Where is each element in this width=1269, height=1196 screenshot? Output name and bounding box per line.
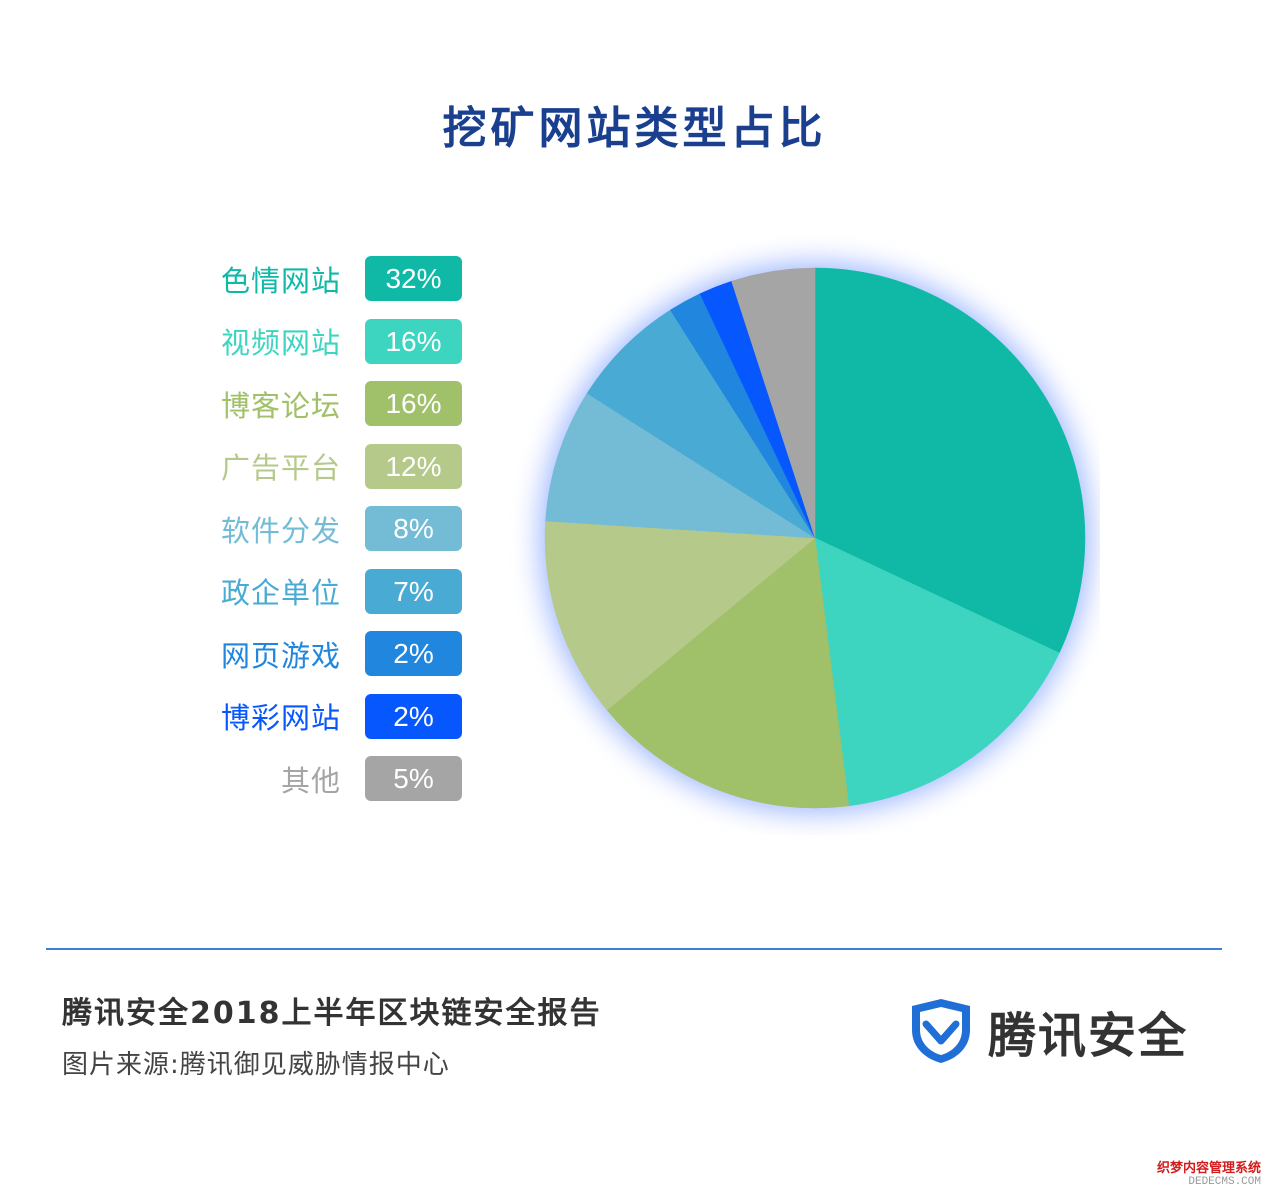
pie-slice xyxy=(731,267,816,539)
watermark: 织梦内容管理系统 DEDECMS.COM xyxy=(1156,1160,1261,1188)
legend-value-badge: 32% xyxy=(365,256,462,301)
legend-item: 色情网站 32% xyxy=(180,256,462,301)
legend-label: 广告平台 xyxy=(220,451,341,485)
pie-slice xyxy=(544,520,816,711)
legend-value-badge: 7% xyxy=(365,568,462,614)
shield-check-icon xyxy=(912,999,970,1063)
legend-item: 网页游戏 2% xyxy=(180,631,462,676)
legend-label: 软件分发 xyxy=(220,513,341,548)
image-source: 图片来源:腾讯御见威胁情报中心 xyxy=(62,1050,450,1080)
legend-label: 视频网站 xyxy=(220,326,341,360)
brand: 腾讯安全 xyxy=(908,996,1188,1066)
legend-item: 政企单位 7% xyxy=(180,568,462,614)
legend-value-badge: 2% xyxy=(365,693,462,739)
legend-value-badge: 2% xyxy=(365,631,462,676)
legend-label: 网页游戏 xyxy=(220,638,341,673)
report-title: 腾讯安全2018上半年区块链安全报告 xyxy=(62,996,602,1031)
pie-chart xyxy=(540,263,1090,813)
legend-item: 广告平台 12% xyxy=(180,443,462,489)
legend-value-badge: 16% xyxy=(365,318,462,364)
legend-item: 其他 5% xyxy=(180,756,462,801)
footer-divider xyxy=(46,948,1222,950)
legend-item: 博客论坛 16% xyxy=(180,381,462,426)
pie-slice xyxy=(814,537,1060,807)
watermark-cn: 织梦内容管理系统 xyxy=(1156,1160,1261,1176)
pie-slice xyxy=(586,309,816,539)
legend-value-badge: 8% xyxy=(365,506,462,551)
legend-label: 其他 xyxy=(280,763,341,798)
brand-name: 腾讯安全 xyxy=(988,1008,1189,1064)
legend-label: 色情网站 xyxy=(220,263,341,298)
legend-item: 博彩网站 2% xyxy=(180,693,462,739)
legend-item: 软件分发 8% xyxy=(180,506,462,551)
legend-value-badge: 16% xyxy=(365,381,462,426)
legend-value-badge: 5% xyxy=(365,756,462,801)
legend-label: 博客论坛 xyxy=(220,388,341,423)
legend-label: 博彩网站 xyxy=(220,701,341,735)
pie-slice xyxy=(606,537,850,809)
chart-legend: 色情网站 32% 视频网站 16% 博客论坛 16% 广告平台 12% 软件分发 8% 政企单位 7%… xyxy=(180,256,462,819)
pie-slice xyxy=(814,267,1086,654)
chart-title: 挖矿网站类型占比 xyxy=(442,103,827,154)
legend-item: 视频网站 16% xyxy=(180,318,462,364)
legend-label: 政企单位 xyxy=(220,576,341,610)
pie-slice xyxy=(545,392,816,539)
watermark-en: DEDECMS.COM xyxy=(1188,1175,1261,1188)
legend-value-badge: 12% xyxy=(365,443,462,489)
